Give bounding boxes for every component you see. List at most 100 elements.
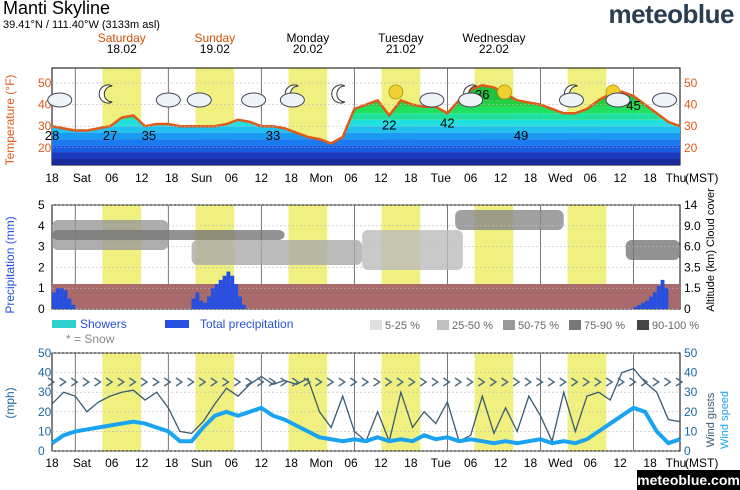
precip-bar	[214, 284, 219, 309]
time-axis-label: Mon	[309, 171, 332, 185]
wind-direction-arrow	[605, 377, 614, 387]
day-name: Monday	[287, 31, 330, 45]
wind-direction-arrow	[477, 377, 486, 387]
temp-tick-left: 30	[38, 119, 52, 133]
sun-cloud-icon	[605, 84, 631, 108]
time-axis-label: 06	[225, 171, 239, 185]
time-axis-label: 18	[165, 456, 179, 470]
wind-direction-arrow	[512, 377, 521, 387]
cloud-shape	[651, 92, 677, 108]
wind-direction-arrow	[640, 377, 649, 387]
day-date: 20.02	[293, 42, 323, 56]
temp-band	[52, 139, 680, 146]
wind-direction-arrow	[443, 377, 451, 387]
time-axis-label: Tue	[431, 456, 452, 470]
sun-icon	[496, 84, 512, 100]
precip-bar	[234, 284, 239, 309]
precip-tick-right: 14	[684, 198, 698, 212]
precip-tick-left: 2	[38, 260, 45, 274]
time-axis-label: 06	[105, 171, 119, 185]
moon-icon	[98, 84, 113, 104]
time-axis-label: Mon	[309, 456, 332, 470]
wind-direction-arrow	[268, 377, 277, 387]
time-axis-label: 12	[374, 456, 388, 470]
day-name: Tuesday	[378, 31, 424, 45]
cloud-snow-icon	[47, 92, 73, 108]
time-axis-label: 18	[45, 456, 59, 470]
time-axis-label: 12	[135, 171, 149, 185]
wind-tick-right: 40	[684, 366, 698, 380]
moon-shape	[98, 84, 113, 104]
wind-direction-arrow	[501, 377, 509, 387]
precip-tick-left: 0	[38, 302, 45, 316]
wind-direction-arrow	[373, 377, 381, 387]
time-axis-unit: (MST)	[685, 456, 718, 470]
wind-direction-arrow	[384, 377, 393, 387]
day-name: Saturday	[98, 31, 146, 45]
time-axis-label: Sat	[73, 171, 92, 185]
cloud-snow-icon	[186, 92, 212, 108]
precip-tick-right: 1.5	[684, 281, 701, 295]
daylight-band	[195, 353, 235, 451]
precip-bar	[52, 292, 56, 309]
cloud-shape	[558, 92, 584, 108]
time-axis-label: 12	[255, 171, 269, 185]
time-axis-label: 18	[643, 456, 657, 470]
time-axis-label: 18	[404, 456, 418, 470]
precip-bar	[55, 288, 60, 309]
day-date: 22.02	[479, 42, 509, 56]
cloud-shape	[458, 92, 484, 108]
wind-direction-arrow	[291, 377, 300, 387]
precip-bar	[59, 288, 64, 309]
moon-cloud-icon	[279, 84, 305, 108]
precip-bar	[238, 296, 242, 309]
wind-direction-arrow	[594, 377, 602, 387]
daylight-band	[567, 353, 607, 451]
wind-direction-arrow	[431, 377, 440, 387]
wind-direction-arrow	[408, 377, 416, 387]
precip-tick-left: 3	[38, 240, 45, 254]
day-date: 21.02	[386, 42, 416, 56]
wind-direction-arrow	[233, 377, 242, 387]
cloud-shape	[279, 92, 305, 108]
wind-direction-arrow	[536, 377, 544, 387]
temp-tick-right: 30	[684, 119, 698, 133]
cloud-icon	[155, 92, 181, 108]
wind-direction-arrow	[280, 377, 288, 387]
time-axis-label: 18	[524, 456, 538, 470]
precip-bar	[207, 296, 211, 309]
wind-direction-arrow	[187, 377, 195, 387]
precip-bar	[648, 296, 653, 309]
cloud-legend-label: 75-90 %	[584, 320, 625, 332]
time-axis-label: 18	[165, 171, 179, 185]
total-precip-legend-label: Total precipitation	[200, 317, 293, 331]
daylight-band	[288, 353, 328, 451]
precip-axis-label: Precipitation (mm)	[3, 216, 17, 313]
wind-direction-arrow	[315, 377, 323, 387]
temp-band	[52, 152, 680, 159]
meteoblue-logo[interactable]: meteoblue	[608, 0, 734, 29]
cloud-cover-band	[455, 210, 564, 230]
time-axis-label: 06	[344, 456, 358, 470]
footer-brand[interactable]: meteoblue.com	[637, 470, 740, 490]
time-axis-label: 06	[584, 456, 598, 470]
time-axis-label: 12	[135, 456, 149, 470]
location-coords: 39.41°N / 111.40°W (3133m asl)	[3, 19, 160, 31]
wind-direction-arrow	[70, 377, 79, 387]
showers-legend-swatch	[52, 320, 76, 328]
day-name: Sunday	[194, 31, 235, 45]
wind-direction-arrow	[140, 377, 149, 387]
wind-direction-arrow	[175, 377, 184, 387]
wind-tick-right: 30	[684, 385, 698, 399]
time-axis-label: 06	[464, 456, 478, 470]
time-axis-label: 18	[404, 171, 418, 185]
temperature-value-label: 42	[440, 115, 454, 130]
wind-tick-left: 20	[38, 405, 52, 419]
time-axis-label: 06	[344, 171, 358, 185]
precip-bar	[641, 302, 646, 309]
cloud-legend-swatch	[569, 320, 581, 330]
precip-bar	[645, 300, 649, 309]
cloud-legend-swatch	[637, 320, 649, 330]
cloud-snow-icon	[241, 92, 267, 108]
temp-band	[52, 132, 680, 140]
